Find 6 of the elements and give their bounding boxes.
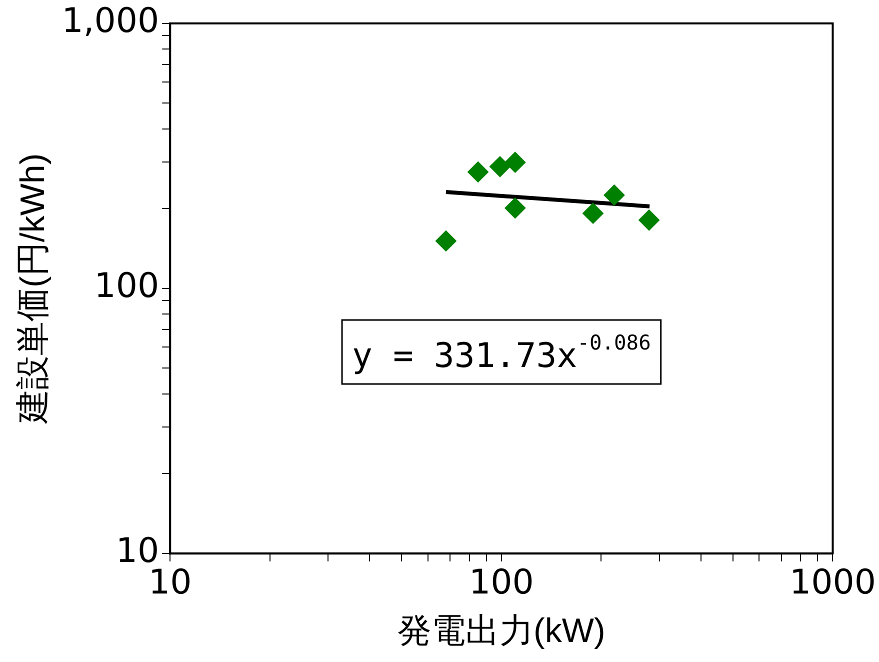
y-axis-title: 建設単価(円/kWh) xyxy=(14,153,52,424)
y-tick-label: 100 xyxy=(94,266,160,306)
y-tick-label: 1,000 xyxy=(62,1,160,42)
x-axis-title: 発電出力(kW) xyxy=(398,612,606,650)
x-tick-label: 1000 xyxy=(789,562,876,603)
x-tick-label: 100 xyxy=(468,562,534,603)
